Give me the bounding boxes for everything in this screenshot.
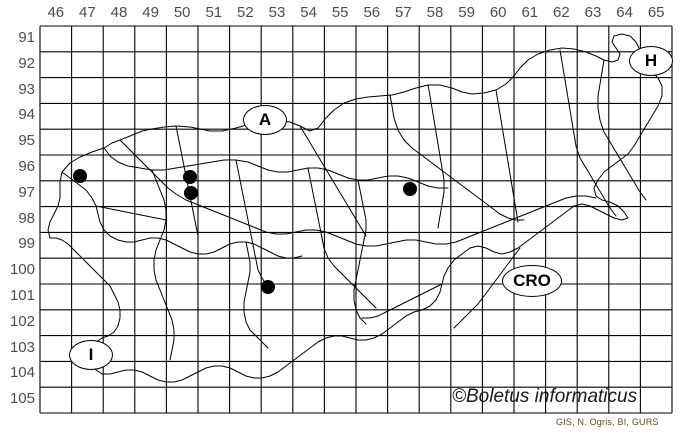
occurrence-dot [403,182,417,196]
country-tag-croatia: CRO [502,265,562,297]
country-outline [47,33,663,383]
country-tag-austria: A [243,105,287,135]
internal-line-17 [243,241,269,349]
axis-x-tick-46: 46 [47,4,65,21]
axis-x-tick-54: 54 [300,4,317,21]
internal-line-13 [389,94,525,221]
internal-line-6 [235,159,267,285]
internal-line-12 [597,59,647,201]
internal-line-7 [307,167,377,309]
internal-line-1 [103,147,449,189]
occurrence-dots [73,169,417,294]
internal-line-14 [299,125,367,237]
axis-x-tick-60: 60 [489,4,507,21]
country-tag-hungary: H [629,46,673,76]
internal-line-5 [151,169,175,361]
axis-y-tick-101: 101 [9,287,35,304]
axis-y-tick-100: 100 [9,261,35,279]
occurrence-dot [73,169,87,183]
internal-line-9 [427,84,445,229]
axis-x-tick-64: 64 [616,4,633,21]
country-tag-label: A [258,110,272,129]
axis-x-tick-50: 50 [173,4,191,21]
axis-x-tick-63: 63 [584,4,602,21]
country-tag-label: I [88,345,94,364]
axis-y-tick-102: 102 [9,312,35,330]
axis-y-tick-96: 96 [18,158,35,175]
internal-line-8 [353,179,367,325]
country-tag-italy: I [69,340,113,370]
axis-y-tick-105: 105 [9,390,35,408]
occurrence-dot [261,280,275,294]
axis-x-tick-49: 49 [142,4,159,21]
internal-line-2 [119,139,297,235]
internal-line-16 [95,205,167,221]
country-tag-label: CRO [513,271,551,290]
occurrence-dot [184,186,198,200]
axis-x-tick-55: 55 [331,4,349,21]
axis-x-tick-58: 58 [426,4,444,21]
axis-x-tick-65: 65 [647,4,665,21]
internal-line-18 [361,283,443,319]
country-tag-label: H [644,51,658,70]
axis-x-tick-56: 56 [363,4,381,21]
axis-y-tick-92: 92 [18,54,35,72]
border-west [47,171,63,239]
axis-x-tick-51: 51 [205,4,223,21]
occurrence-dot [183,170,197,184]
axis-x-tick-47: 47 [79,4,96,21]
axis-y-tick-95: 95 [18,132,35,150]
axis-y-tick-104: 104 [9,364,35,382]
axis-y-tick-91: 91 [18,29,35,46]
internal-line-11 [559,49,617,217]
axis-y-tick-99: 99 [18,235,35,253]
internal-line-10 [495,89,519,223]
axis-x-tick-53: 53 [268,4,286,21]
axis-y-tick-98: 98 [18,209,35,227]
axis-y-tick-94: 94 [18,106,35,124]
axis-x-tick-62: 62 [553,4,570,21]
axis-x-tick-52: 52 [237,4,254,21]
attribution-label: GIS, N. Ogris, BI, GURS [556,417,659,427]
axis-x-tick-61: 61 [521,4,539,21]
axis-y-tick-103: 103 [9,338,35,356]
axis-y-tick-97: 97 [18,183,35,201]
axis-y-tick-93: 93 [18,80,35,98]
axis-x-tick-59: 59 [458,4,475,21]
axis-x-tick-48: 48 [110,4,128,21]
internal-line-4 [61,171,303,259]
axis-x-tick-57: 57 [395,4,412,21]
border-north [61,33,663,219]
border-south [49,203,629,383]
internal-line-19 [453,247,521,329]
copyright-label: ©Boletus informaticus [452,386,638,407]
internal-line-3 [295,195,597,247]
